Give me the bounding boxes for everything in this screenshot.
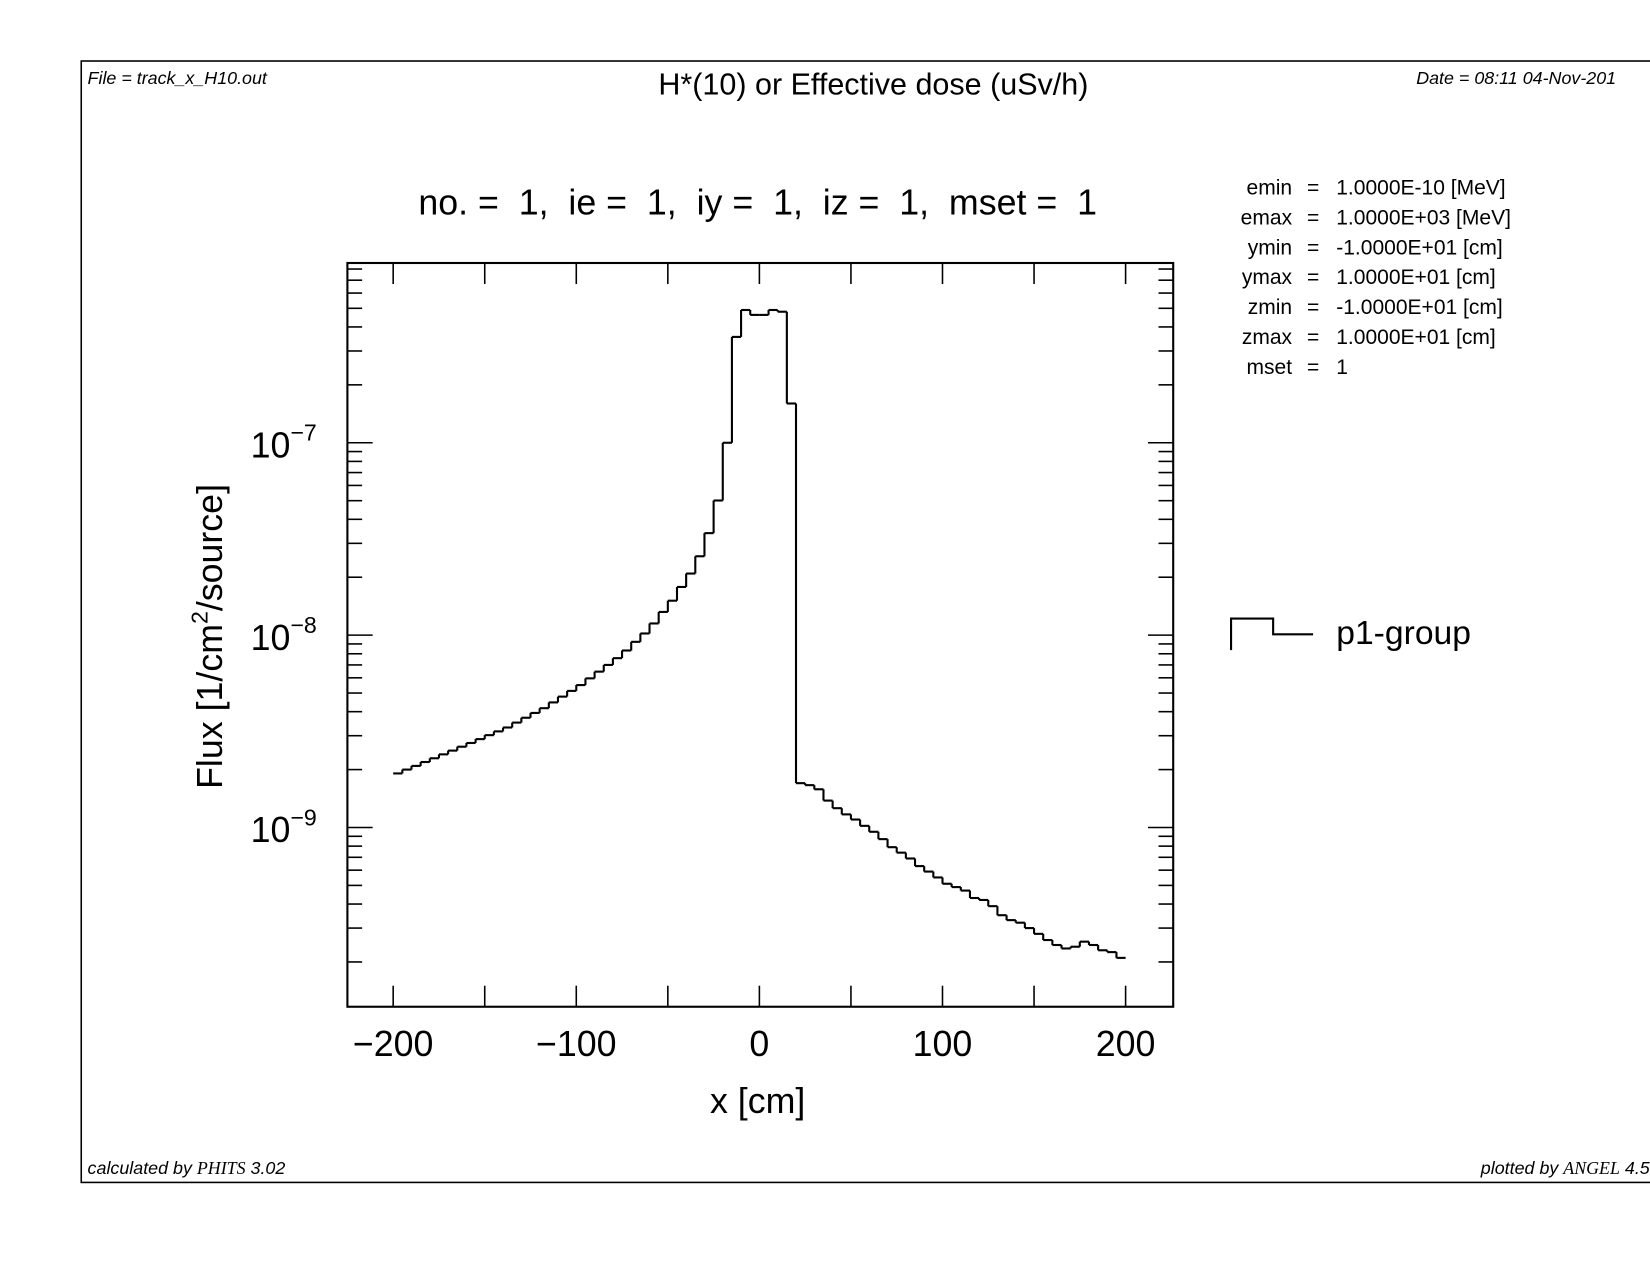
x-tick-label: −200 <box>353 1024 434 1064</box>
x-tick-label: 200 <box>1096 1024 1156 1064</box>
chart-title: no. = 1, ie = 1, iy = 1, iz = 1, mset = … <box>418 183 1097 223</box>
legend: p1-group <box>1230 615 1471 652</box>
info-value: 1.0000E+01 [cm] <box>1336 326 1495 349</box>
info-value: 1.0000E-10 [MeV] <box>1336 177 1505 200</box>
info-label: emin <box>1247 177 1293 200</box>
info-value: 1 <box>1336 356 1348 379</box>
page-frame <box>80 60 1650 1184</box>
info-label: mset <box>1247 356 1293 379</box>
info-label: emax <box>1241 206 1293 229</box>
info-value: -1.0000E+01 [cm] <box>1336 236 1502 259</box>
info-equals: = <box>1307 356 1319 379</box>
y-axis-label: Flux [1/cm2/source] <box>186 484 230 789</box>
info-label: ymax <box>1242 266 1293 289</box>
page-title: H*(10) or Effective dose (uSv/h) <box>658 68 1088 102</box>
info-equals: = <box>1307 206 1319 229</box>
x-tick-label: −100 <box>536 1024 617 1064</box>
y-tick-label: 10−7 <box>251 420 317 466</box>
plotted-by-label: plotted by ANGEL 4.5 <box>1480 1158 1650 1178</box>
parameter-info-block: emin = 1.0000E-10 [MeV] emax = 1.0000E+03 [… <box>1241 177 1511 379</box>
info-equals: = <box>1307 296 1319 319</box>
legend-step-icon <box>1230 617 1314 651</box>
plot-area-frame <box>346 261 1175 1008</box>
x-tick-label: 100 <box>913 1024 973 1064</box>
series-p1-group <box>393 308 1126 959</box>
y-tick-label: 10−8 <box>251 612 317 658</box>
info-label: zmin <box>1248 296 1292 319</box>
x-tick-label: 0 <box>749 1024 769 1064</box>
info-equals: = <box>1307 266 1319 289</box>
info-equals: = <box>1307 177 1319 200</box>
info-value: 1.0000E+01 [cm] <box>1336 266 1495 289</box>
date-label: Date = 08:11 04-Nov-201 <box>1416 68 1616 88</box>
info-label: zmax <box>1242 326 1293 349</box>
axes: −200 −100 0 100 200 10−7 10−8 10−9 <box>251 262 1174 1064</box>
calculated-by-label: calculated by PHITS 3.02 <box>88 1158 286 1178</box>
info-equals: = <box>1307 326 1319 349</box>
y-tick-label: 10−9 <box>251 804 317 850</box>
x-axis-label: x [cm] <box>710 1081 805 1121</box>
info-label: ymin <box>1248 236 1292 259</box>
file-label: File = track_x_H10.out <box>88 68 268 88</box>
info-value: 1.0000E+03 [MeV] <box>1336 206 1511 229</box>
info-equals: = <box>1307 236 1319 259</box>
info-value: -1.0000E+01 [cm] <box>1336 296 1502 319</box>
legend-label: p1-group <box>1336 615 1471 652</box>
